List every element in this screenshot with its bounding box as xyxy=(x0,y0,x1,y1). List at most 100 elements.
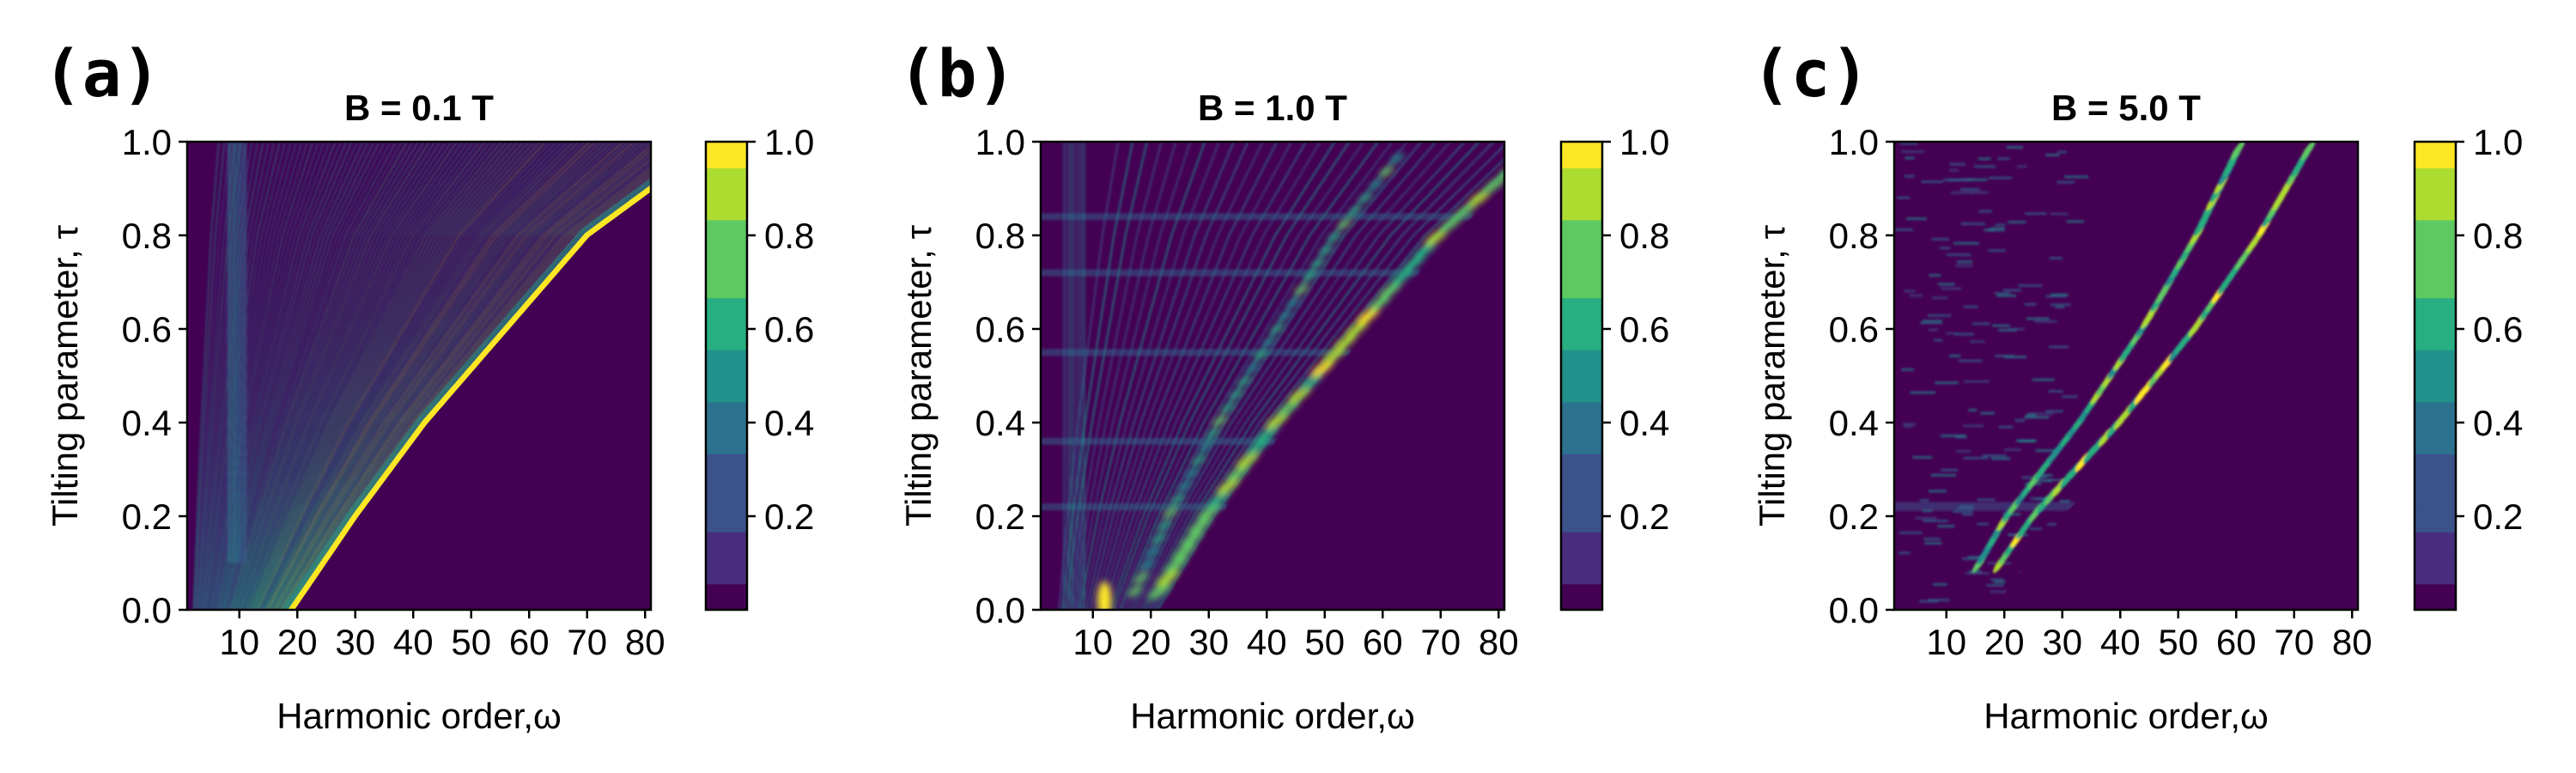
intensity-blob xyxy=(1347,205,1363,217)
intensity-blob xyxy=(1318,244,1334,257)
intensity-blob xyxy=(1438,215,1462,233)
intensity-blob xyxy=(1337,218,1352,230)
x-tick-label: 80 xyxy=(1479,622,1519,662)
x-tick-label: 70 xyxy=(1420,622,1461,662)
colorbar-level xyxy=(1561,401,1602,429)
below-cutoff-region xyxy=(1162,188,1504,610)
x-tick-label: 10 xyxy=(1072,622,1113,662)
intensity-blob xyxy=(1184,467,1200,479)
intensity-blob xyxy=(1467,189,1492,207)
x-tick-label: 20 xyxy=(277,622,318,662)
y-axis-label: Tilting parameter, τ xyxy=(45,225,85,527)
y-tick-label: 0.8 xyxy=(122,216,172,256)
colorbar-level xyxy=(706,246,747,272)
y-tick-label: 1.0 xyxy=(1829,122,1879,162)
intensity-blob xyxy=(1285,296,1301,309)
x-tick-label: 60 xyxy=(2216,622,2257,662)
intensity-stripe xyxy=(2230,142,2245,161)
colorbar-tick-label: 0.6 xyxy=(2473,309,2523,350)
intensity-blob xyxy=(1367,294,1391,312)
colorbar-level xyxy=(706,428,747,454)
intensity-blob xyxy=(1176,480,1192,492)
colorbar-level xyxy=(706,297,747,325)
colorbar-level xyxy=(706,505,747,533)
intensity-blob xyxy=(1180,530,1204,548)
y-tick-label: 0.8 xyxy=(975,216,1025,256)
x-tick-label: 30 xyxy=(335,622,375,662)
colorbar-level xyxy=(1561,323,1602,350)
colorbar-level xyxy=(2415,532,2456,559)
colorbar-level xyxy=(2415,505,2456,533)
colorbar-level xyxy=(2415,479,2456,507)
intensity-blob xyxy=(1156,569,1180,587)
y-tick-label: 0.4 xyxy=(1829,403,1879,443)
y-tick-label: 0.8 xyxy=(1829,216,1879,256)
intensity-blob xyxy=(1205,428,1220,440)
x-tick-label: 40 xyxy=(393,622,434,662)
intensity-blob xyxy=(1163,507,1178,519)
intensity-blob xyxy=(1255,425,1279,443)
colorbar-level xyxy=(706,479,747,507)
colorbar-tick-label: 1.0 xyxy=(2473,122,2523,162)
y-axis-label: Tilting parameter, τ xyxy=(898,225,939,527)
colorbar-level xyxy=(706,219,747,247)
colorbar-level xyxy=(1561,219,1602,247)
intensity-blob xyxy=(1228,388,1244,400)
colorbar-level xyxy=(2415,401,2456,429)
intensity-blob xyxy=(1220,401,1236,414)
x-tick-label: 10 xyxy=(1926,622,1966,662)
intensity-blob xyxy=(1212,415,1227,427)
x-tick-label: 40 xyxy=(2100,622,2141,662)
intensity-blob xyxy=(1390,267,1414,286)
colorbar-level xyxy=(706,142,747,168)
colorbar-level xyxy=(2415,375,2456,403)
colorbar-level xyxy=(706,193,747,221)
colorbar-frame xyxy=(1559,140,1604,612)
colorbar-level xyxy=(706,453,747,481)
panel-letter: (a) xyxy=(43,35,161,112)
colorbar-tick-label: 0.8 xyxy=(2473,216,2523,256)
intensity-blob xyxy=(1197,503,1221,521)
colorbar-level xyxy=(706,401,747,429)
colorbar-level xyxy=(1561,505,1602,533)
colorbar-level xyxy=(1561,246,1602,272)
intensity-blob xyxy=(1133,572,1149,584)
intensity-blob xyxy=(1163,556,1188,574)
intensity-blob xyxy=(1277,399,1300,417)
y-tick-label: 1.0 xyxy=(122,122,172,162)
colorbar-tick-label: 0.6 xyxy=(1619,309,1669,350)
y-tick-label: 0.2 xyxy=(122,496,172,537)
intensity-blob xyxy=(1356,307,1380,325)
colorbar-level xyxy=(1561,350,1602,377)
panel-c: (c) B = 5.0 T 0.0 0.2 0.4 0.6 0.8 1.0 10 20 30 40 50… xyxy=(1752,35,2523,736)
panel-title: B = 0.1 T xyxy=(344,88,494,128)
below-cutoff-region xyxy=(1992,150,2358,610)
y-tick-label: 0.0 xyxy=(975,590,1025,630)
intensity-blob xyxy=(1302,271,1317,283)
panel-title: B = 5.0 T xyxy=(2051,88,2201,128)
plot-frame xyxy=(1893,140,2360,612)
intensity-peak xyxy=(1097,581,1112,610)
intensity-blob xyxy=(1265,411,1289,429)
plot-frame xyxy=(1039,140,1506,612)
colorbar-level xyxy=(2415,583,2456,611)
horizontal-band xyxy=(1041,503,1228,511)
colorbar-level xyxy=(1561,167,1602,195)
colorbar: 0.2 0.4 0.6 0.8 1.0 xyxy=(2413,122,2523,612)
colorbar-tick-label: 0.4 xyxy=(764,403,814,443)
band-layer xyxy=(1971,142,2316,574)
x-tick-label: 60 xyxy=(1363,622,1403,662)
colorbar-level xyxy=(2415,246,2456,272)
blob-layer xyxy=(1097,153,1504,610)
intensity-blob xyxy=(1389,153,1405,165)
y-tick-label: 0.6 xyxy=(122,309,172,350)
intensity-blob xyxy=(1379,281,1402,299)
horizontal-band xyxy=(1041,213,1473,221)
colorbar: 0.2 0.4 0.6 0.8 1.0 xyxy=(704,122,814,612)
y-tick-label: 0.4 xyxy=(122,403,172,443)
colorbar-level xyxy=(1561,297,1602,325)
colorbar-level xyxy=(2415,557,2456,585)
colorbar-tick-label: 1.0 xyxy=(1619,122,1669,162)
y-tick-label: 0.4 xyxy=(975,403,1025,443)
